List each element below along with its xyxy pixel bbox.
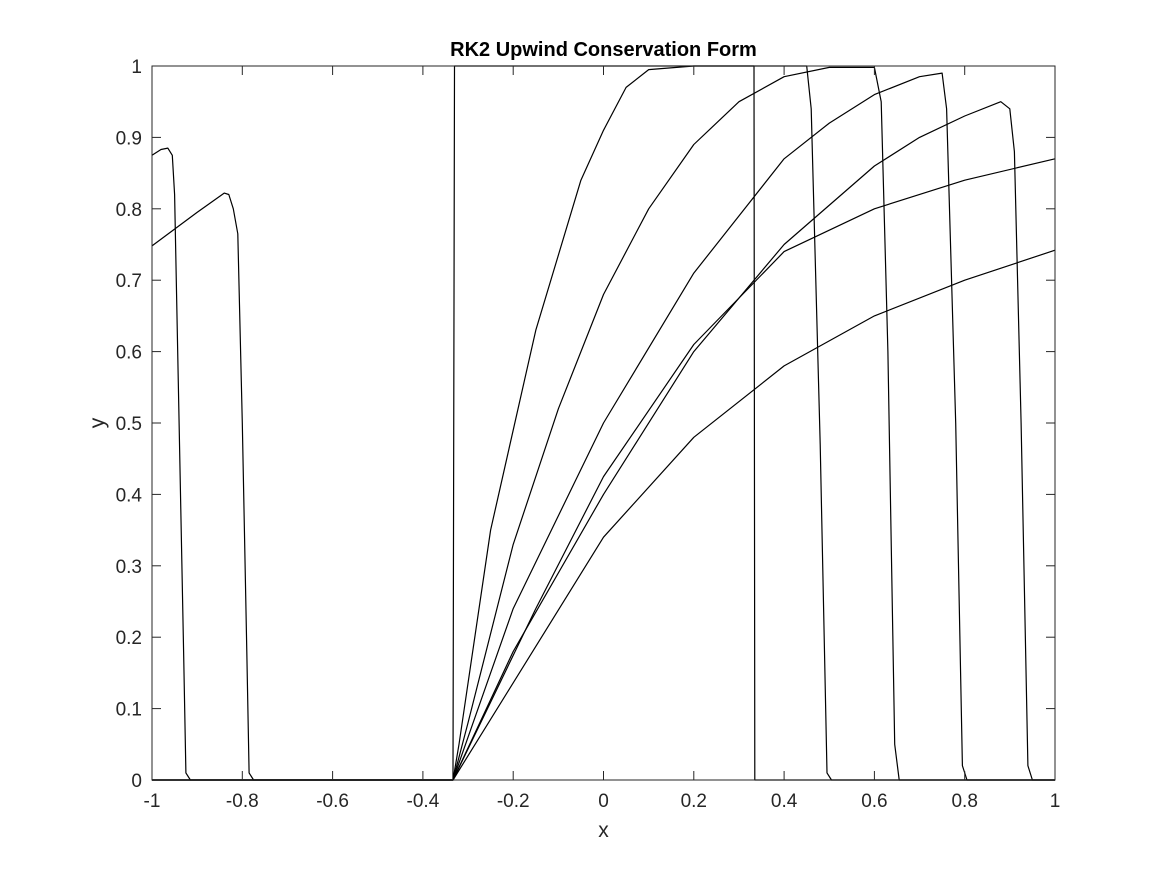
x-tick-label: -0.4 bbox=[407, 791, 440, 812]
x-tick-label: 0.4 bbox=[771, 791, 798, 812]
y-tick-label: 0.1 bbox=[116, 700, 142, 721]
x-tick-label: -0.6 bbox=[316, 791, 349, 812]
x-tick-label: 0.8 bbox=[951, 791, 977, 812]
y-tick-label: 0.6 bbox=[116, 343, 142, 364]
y-tick-label: 0.4 bbox=[116, 485, 143, 506]
x-axis-ticks: -1 -0.8 -0.6 -0.4 -0.2 0 0.2 0.4 0.6 0.8 1 bbox=[144, 66, 1061, 812]
y-tick-label: 0.5 bbox=[116, 414, 142, 435]
series-line-4 bbox=[152, 72, 1055, 781]
series-line-5 bbox=[152, 101, 1055, 781]
y-axis-label: y bbox=[86, 417, 109, 428]
y-axis-ticks: 0 0.1 0.2 0.3 0.4 0.5 0.6 0.7 0.8 0.9 1 bbox=[116, 57, 1055, 792]
y-tick-label: 0.2 bbox=[116, 628, 142, 649]
y-tick-label: 1 bbox=[131, 57, 142, 78]
x-axis-label: x bbox=[598, 819, 609, 842]
y-tick-label: 0.8 bbox=[116, 200, 142, 221]
y-tick-label: 0.7 bbox=[116, 271, 142, 292]
x-tick-label: -1 bbox=[144, 791, 161, 812]
y-tick-label: 0 bbox=[131, 771, 142, 792]
x-tick-label: 0 bbox=[598, 791, 609, 812]
x-tick-label: -0.8 bbox=[226, 791, 259, 812]
series-line-2 bbox=[152, 65, 1055, 781]
x-tick-label: 0.6 bbox=[861, 791, 887, 812]
series-line-7 bbox=[151, 192, 1056, 781]
chart-title: RK2 Upwind Conservation Form bbox=[450, 39, 757, 61]
x-tick-label: 1 bbox=[1050, 791, 1061, 812]
x-tick-label: 0.2 bbox=[681, 791, 707, 812]
y-tick-label: 0.9 bbox=[116, 128, 142, 149]
x-tick-label: -0.2 bbox=[497, 791, 530, 812]
y-tick-label: 0.3 bbox=[116, 557, 142, 578]
series-line-3 bbox=[152, 66, 1055, 781]
